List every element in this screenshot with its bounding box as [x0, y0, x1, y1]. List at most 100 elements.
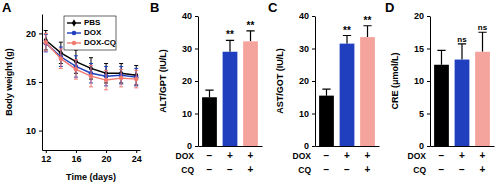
error-bar — [343, 36, 351, 44]
row-label: CQ — [181, 165, 194, 175]
x-axis: 12162024 — [41, 150, 141, 164]
marker — [59, 56, 64, 61]
axis-line — [43, 150, 141, 151]
row-value: + — [248, 164, 254, 175]
row-value: − — [227, 164, 233, 175]
row-value: − — [344, 164, 350, 175]
y-axis: 0 10 20 30 40 — [299, 11, 316, 151]
legend-box — [64, 16, 116, 50]
error-bar — [44, 33, 48, 50]
tick: 20 — [414, 11, 430, 21]
row-value: + — [365, 164, 371, 175]
tick-mark — [195, 81, 198, 82]
tick-label: 15 — [414, 44, 424, 54]
tick: 12 — [41, 150, 51, 164]
legend-label: DOX-CQ — [84, 38, 116, 47]
panel-label: D — [385, 0, 394, 15]
row-label: CQ — [298, 165, 311, 175]
tick: 10 — [26, 126, 42, 136]
error-bar — [205, 90, 213, 97]
tick: 15 — [414, 44, 430, 54]
tick-label: 40 — [182, 11, 192, 21]
tick-label: 12 — [41, 154, 51, 164]
legend-label: DOX — [84, 28, 102, 37]
significance-label: ns — [478, 23, 488, 32]
panel-label: B — [150, 0, 159, 15]
tick-label: 0 — [304, 141, 309, 151]
significance-label: ** — [364, 15, 372, 26]
series — [44, 31, 139, 85]
tick: 5 — [419, 109, 430, 119]
tick-label: 30 — [299, 44, 309, 54]
significance-label: ** — [343, 25, 351, 36]
row-value: − — [207, 150, 213, 161]
legend-marker — [72, 31, 77, 36]
tick-label: 20 — [102, 154, 112, 164]
axis-line — [316, 146, 380, 147]
tick: 40 — [182, 11, 198, 21]
tick: 10 — [182, 109, 198, 119]
tick-mark — [427, 114, 430, 115]
y-axis: 010203040 — [182, 11, 199, 151]
tick-label: 40 — [299, 11, 309, 21]
tick: 0 — [419, 141, 430, 151]
tick-label: 24 — [132, 154, 142, 164]
tick-mark — [312, 81, 315, 82]
tick-label: 10 — [299, 109, 309, 119]
plot-area — [44, 31, 139, 90]
error-bar — [44, 34, 48, 51]
panel-label: A — [2, 0, 12, 15]
row-value: + — [459, 150, 465, 161]
row-value: − — [439, 164, 445, 175]
tick-label: 10 — [414, 76, 424, 86]
bar — [434, 65, 449, 146]
legend-label: PBS — [84, 18, 101, 27]
panel-label: C — [268, 0, 278, 15]
bar — [360, 37, 375, 146]
tick-mark — [427, 146, 430, 147]
axis-line — [315, 17, 316, 147]
panel: BALT/GPT (IU/L)010203040****DOX−++CQ−−+ — [150, 0, 263, 175]
plot-area — [434, 32, 490, 146]
tick-label: 5 — [419, 109, 424, 119]
tick: 10 — [299, 109, 315, 119]
row-value: + — [248, 150, 254, 161]
significance-label: ** — [226, 29, 234, 40]
series — [44, 33, 139, 89]
tick-mark — [39, 131, 42, 132]
tick-mark — [427, 16, 430, 17]
tick: 30 — [182, 44, 198, 54]
marker — [104, 78, 109, 83]
significance-label: ns — [457, 35, 467, 44]
tick-mark — [312, 146, 315, 147]
marker — [89, 74, 94, 79]
bar — [223, 52, 238, 146]
y-axis-title: CRE (μmol/L) — [390, 52, 400, 109]
x-axis-title: Time (days) — [66, 172, 116, 182]
tick: 30 — [299, 44, 315, 54]
bar — [243, 41, 258, 146]
y-axis: 101520 — [26, 15, 43, 151]
error-bar — [74, 60, 78, 79]
tick-mark — [39, 82, 42, 83]
tick-label: 20 — [414, 11, 424, 21]
error-bar — [44, 31, 48, 50]
panel: CAST/GOT (IU/L)010203040****DOX−++CQ−−+ — [268, 0, 380, 175]
tick-label: 15 — [26, 77, 36, 87]
row-value: − — [324, 150, 330, 161]
tick-mark — [427, 81, 430, 82]
error-bar — [59, 49, 63, 68]
tick: 24 — [132, 150, 142, 164]
bar — [455, 60, 470, 146]
tick: 40 — [299, 11, 315, 21]
error-bar — [104, 70, 108, 89]
tick: 20 — [299, 76, 315, 86]
error-bar — [437, 50, 445, 64]
marker — [44, 40, 49, 45]
row-value: − — [439, 150, 445, 161]
bar — [340, 44, 355, 146]
tick-label: 10 — [26, 126, 36, 136]
row-value: + — [480, 150, 486, 161]
row-value: + — [480, 164, 486, 175]
marker — [74, 67, 79, 72]
